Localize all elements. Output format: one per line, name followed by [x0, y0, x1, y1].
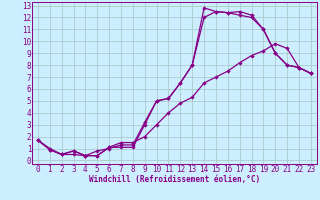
X-axis label: Windchill (Refroidissement éolien,°C): Windchill (Refroidissement éolien,°C)	[89, 175, 260, 184]
